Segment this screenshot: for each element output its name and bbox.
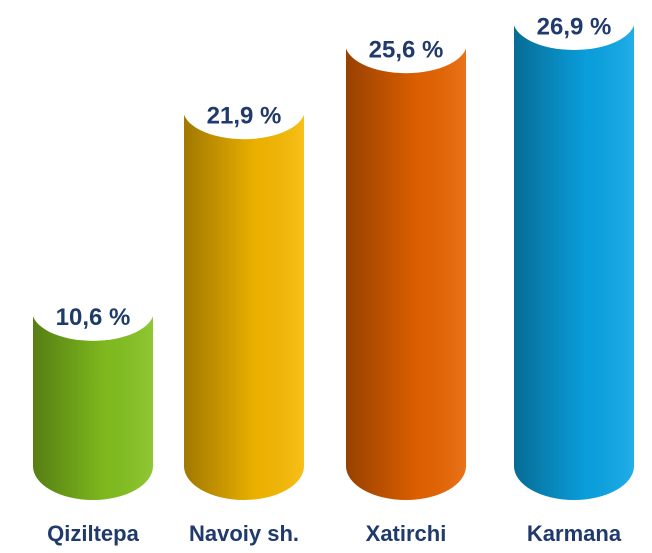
value-label: 26,9 % [537,13,612,40]
bar-shade [184,109,304,500]
bar-shade [346,43,466,501]
category-label: Karmana [527,521,622,546]
value-label: 10,6 % [56,304,131,331]
bar-cap [32,280,154,341]
bar-shade [33,310,153,500]
category-label: Qiziltepa [47,521,139,546]
value-label: 21,9 % [207,103,282,130]
category-label: Xatirchi [366,521,447,546]
bar-cap [345,13,467,74]
bar-shade [514,20,634,500]
bar-cap [183,79,305,140]
value-label: 25,6 % [369,37,444,64]
bar-cap [513,0,635,50]
category-label: Navoiy sh. [189,521,299,546]
